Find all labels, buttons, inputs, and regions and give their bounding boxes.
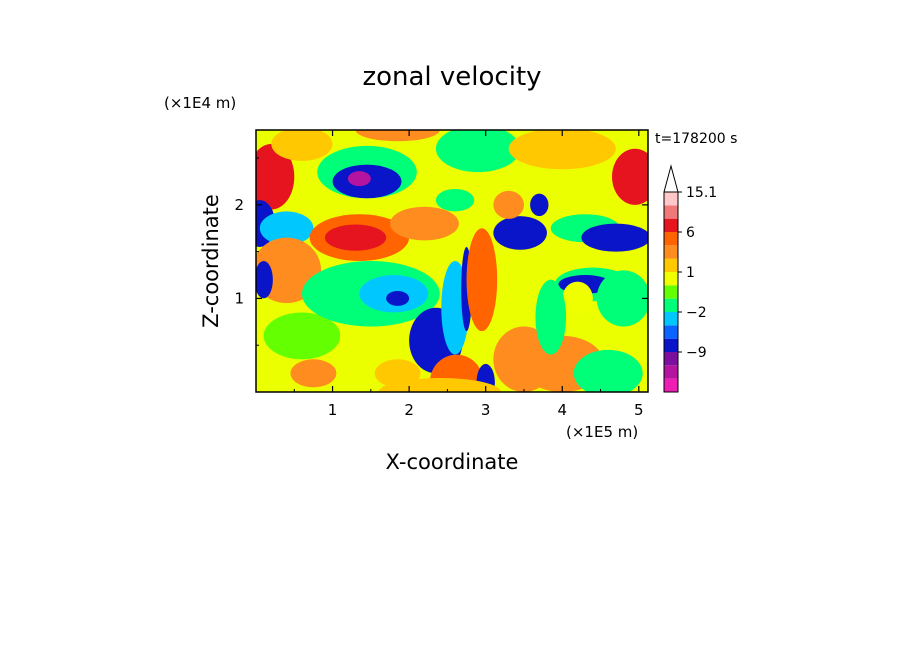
contour-region	[596, 270, 648, 327]
colorbar-swatch	[664, 285, 678, 299]
contour-region	[290, 359, 337, 388]
colorbar-label: 1	[686, 265, 695, 281]
contour-region	[355, 130, 440, 142]
y-axis-label: Z-coordinate	[199, 194, 223, 328]
colorbar-swatch	[664, 272, 678, 286]
colorbar-swatch	[664, 365, 678, 379]
contour-region	[581, 223, 648, 252]
colorbar-swatch	[664, 258, 678, 272]
colorbar-swatch	[664, 325, 678, 339]
colorbar-label: 15.1	[686, 185, 717, 201]
colorbar-label: −2	[686, 305, 707, 321]
contour-region	[530, 193, 549, 217]
time-label: t=178200 s	[655, 131, 737, 147]
contour-region	[271, 130, 333, 161]
colorbar-swatch	[664, 352, 678, 366]
colorbar-extend-arrow	[663, 164, 679, 193]
contour-region	[389, 206, 459, 241]
y-tick-label: 1	[234, 289, 244, 307]
y-axis-ticks: 12	[234, 157, 648, 346]
contour-region	[263, 312, 341, 360]
colorbar: 15.1 6 1 −2 −9	[663, 164, 717, 393]
chart-title: zonal velocity	[362, 62, 541, 92]
x-axis-label: X-coordinate	[386, 450, 519, 474]
colorbar-swatch	[664, 298, 678, 312]
x-tick-label: 3	[481, 401, 491, 419]
contour-region	[562, 281, 593, 316]
colorbar-swatch	[664, 192, 678, 206]
contour-region	[612, 148, 648, 205]
contour-region	[508, 130, 616, 170]
colorbar-swatch	[664, 312, 678, 326]
x-tick-label: 5	[634, 401, 644, 419]
colorbar-swatch	[664, 245, 678, 259]
contour-region	[347, 171, 371, 187]
colorbar-swatch	[664, 218, 678, 232]
contour-region	[374, 359, 421, 388]
contour-region	[324, 224, 387, 251]
y-scale-label: (×1E4 m)	[164, 94, 236, 112]
x-tick-label: 2	[404, 401, 414, 419]
colorbar-label: −9	[686, 345, 707, 361]
y-tick-label: 2	[234, 196, 244, 214]
contour-region	[466, 228, 498, 332]
x-tick-label: 4	[557, 401, 567, 419]
contour-field	[256, 130, 648, 392]
colorbar-swatch	[664, 378, 678, 392]
colorbar-label: 6	[686, 225, 695, 241]
contour-region	[256, 144, 295, 210]
colorbar-swatch	[664, 338, 678, 352]
x-axis-ticks: 1 2 3 4 5	[293, 130, 644, 419]
x-scale-label: (×1E5 m)	[566, 423, 638, 441]
plot-frame	[255, 129, 649, 393]
contour-region	[435, 130, 521, 173]
contour-region	[535, 279, 567, 355]
x-tick-label: 1	[328, 401, 338, 419]
contour-region	[386, 290, 410, 306]
contour-region	[493, 190, 524, 219]
contour-region	[573, 349, 643, 392]
colorbar-frame	[663, 191, 679, 393]
contour-region	[256, 261, 273, 299]
colorbar-swatch	[664, 205, 678, 219]
contour-region	[435, 188, 475, 212]
contour-region	[493, 216, 547, 250]
colorbar-swatch	[664, 232, 678, 246]
contour-region	[259, 211, 314, 246]
